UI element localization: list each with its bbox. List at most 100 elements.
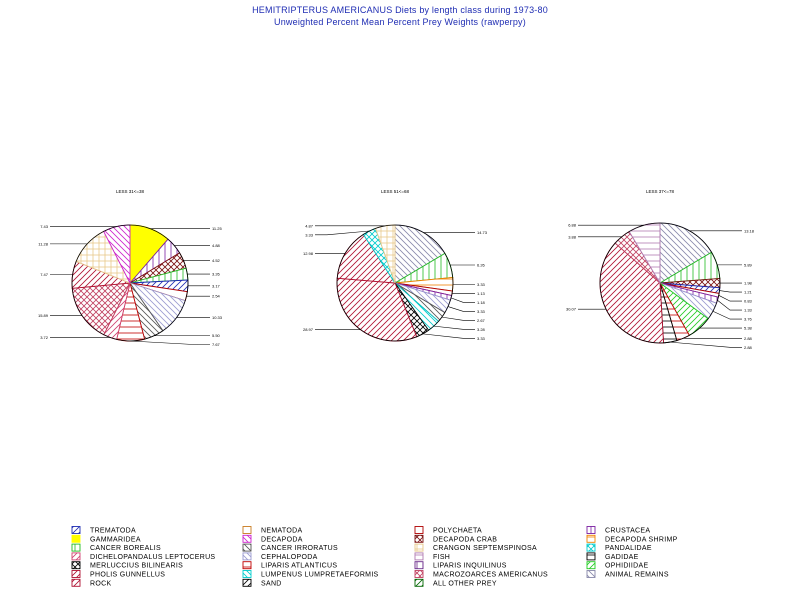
legend-swatch: [414, 578, 424, 587]
legend-item-cephalopoda: CEPHALOPODA: [242, 552, 318, 561]
legend-label: GADIDAE: [605, 554, 639, 561]
legend-item-ophidiidae: OPHIDIIDAE: [586, 561, 648, 570]
pie-chart-3: LESS 37<=78 13.18 5.89 1.98 1.21 0.83 1.33 3.76…: [566, 189, 755, 350]
slice-value-label: 30.07: [566, 307, 577, 312]
legend-swatch: [586, 552, 596, 561]
slice-value-label: 13.18: [744, 228, 755, 233]
slice-value-label: 2.67: [477, 318, 486, 323]
legend-label: SAND: [261, 580, 282, 587]
slice-value-label: 3.28: [477, 327, 486, 332]
leader-line: [670, 341, 742, 348]
legend-swatch: [586, 543, 596, 552]
leader-line: [433, 325, 475, 330]
leader-line: [712, 311, 742, 320]
legend-item-macrozoarces-americanus: MACROZOARCES AMERICANUS: [414, 570, 548, 579]
slice-value-label: 3.88: [568, 234, 577, 239]
legend-item-pandalidae: PANDALIDAE: [586, 543, 652, 552]
legend-label: DICHELOPANDALUS LEPTOCERUS: [90, 554, 215, 561]
slice-value-label: 3.33: [477, 309, 486, 314]
slice-value-label: 7.47: [40, 272, 49, 277]
legend-label: FISH: [433, 554, 450, 561]
pie-title: LESS 31<=38: [116, 189, 145, 194]
legend-label: NEMATODA: [261, 528, 302, 535]
slice-value-label: 1.98: [744, 281, 753, 286]
legend-label: PANDALIDAE: [605, 545, 652, 552]
legend-swatch: [71, 578, 81, 587]
legend-item-animal-remains: ANIMAL REMAINS: [586, 570, 669, 579]
slice-value-label: 3.33: [305, 232, 314, 237]
legend-swatch: [71, 552, 81, 561]
slice-value-label: 3.76: [744, 317, 753, 322]
legend-item-polychaeta: POLYCHAETA: [414, 526, 482, 535]
leader-line: [315, 230, 370, 236]
legend-label: LUMPENUS LUMPRETAEFORMIS: [261, 572, 379, 579]
slice-value-label: 10.33: [212, 315, 223, 320]
slice-value-label: 11.25: [212, 226, 222, 231]
slice-value-label: 2.54: [212, 294, 221, 299]
legend-swatch: [71, 526, 81, 534]
slice-value-label: 7.67: [212, 342, 221, 347]
legend-item-lumpenus-lumpretaeformis: LUMPENUS LUMPRETAEFORMIS: [242, 570, 379, 579]
legend-swatch: [242, 526, 252, 534]
slice-value-label: 2.88: [744, 336, 753, 341]
legend-swatch: [71, 543, 81, 552]
leader-line: [719, 290, 742, 293]
legend-label: CANCER BOREALIS: [90, 545, 161, 552]
legend-label: MACROZOARCES AMERICANUS: [433, 572, 548, 579]
slice-value-label: 5.50: [212, 333, 221, 338]
legend-swatch: [414, 543, 424, 552]
legend-label: ANIMAL REMAINS: [605, 572, 669, 579]
legend-label: DECAPODA SHRIMP: [605, 536, 678, 543]
chart-title-block: HEMITRIPTERUS AMERICANUS Diets by length…: [0, 4, 800, 28]
slice-value-label: 7.43: [40, 224, 49, 229]
legend-label: TREMATODA: [90, 528, 136, 535]
slice-value-label: 3.33: [477, 282, 486, 287]
slice-value-label: 1.21: [744, 290, 753, 295]
leader-line: [717, 300, 742, 311]
slice-value-label: 1.13: [477, 291, 486, 296]
pie-outline: [336, 224, 454, 342]
leader-line: [447, 306, 475, 312]
pie-title: LESS 37<=78: [646, 189, 675, 194]
slice-value-label: 15.89: [38, 313, 49, 318]
legend-label: LIPARIS ATLANTICUS: [261, 563, 337, 570]
legend-item-pholis-gunnellus: PHOLIS GUNNELLUS: [71, 570, 165, 579]
pie-chart-1: LESS 31<=38 11.25 4.88 4.52 3.26 3.17 2.54 10.3…: [38, 189, 223, 347]
legend-label: ALL OTHER PREY: [433, 580, 497, 587]
legend-label: PHOLIS GUNNELLUS: [90, 572, 165, 579]
legend-swatch: [414, 526, 424, 534]
legend-swatch: [242, 534, 252, 543]
legend-label: DECAPODA CRAB: [433, 536, 497, 543]
leader-line: [422, 333, 475, 339]
legend-label: CANCER IRRORATUS: [261, 545, 338, 552]
legend-item-decapoda-crab: DECAPODA CRAB: [414, 534, 497, 543]
slice-value-label: 11.28: [38, 241, 48, 246]
legend-item-rock: ROCK: [71, 578, 111, 587]
legend-label: CRUSTACEA: [605, 528, 650, 535]
legend-swatch: [586, 570, 596, 578]
slice-value-label: 5.38: [744, 326, 753, 331]
legend-item-all-other-prey: ALL OTHER PREY: [414, 578, 497, 587]
legend-swatch: [71, 561, 81, 570]
legend-swatch: [414, 570, 424, 578]
legend-label: CEPHALOPODA: [261, 554, 318, 561]
legend-item-decapoda: DECAPODA: [242, 534, 302, 543]
legend-item-sand: SAND: [242, 578, 282, 587]
slice-value-label: 3.33: [477, 336, 486, 341]
legend-swatch: [242, 543, 252, 552]
legend: TREMATODA NEMATODA POLYCHAETA CRUSTACEA GAMM…: [71, 526, 678, 587]
legend-label: CRANGON SEPTEMSPINOSA: [433, 545, 537, 552]
legend-swatch: [586, 561, 596, 570]
pies-layer: LESS 31<=38 11.25 4.88 4.52 3.26 3.17 2.54 10.3…: [38, 189, 755, 350]
legend-swatch: [242, 561, 252, 570]
legend-item-dichelopandalus-leptocerus: DICHELOPANDALUS LEPTOCERUS: [71, 552, 215, 561]
legend-item-liparis-atlanticus: LIPARIS ATLANTICUS: [242, 561, 337, 570]
slice-value-label: 3.72: [40, 335, 49, 340]
leader-line: [130, 340, 210, 346]
slice-value-label: 6.88: [568, 223, 577, 228]
slice-value-label: 4.87: [305, 223, 314, 228]
legend-swatch: [71, 570, 81, 578]
legend-item-gadidae: GADIDAE: [586, 552, 639, 561]
legend-item-liparis-inquilinus: LIPARIS INQUILINUS: [414, 561, 506, 570]
